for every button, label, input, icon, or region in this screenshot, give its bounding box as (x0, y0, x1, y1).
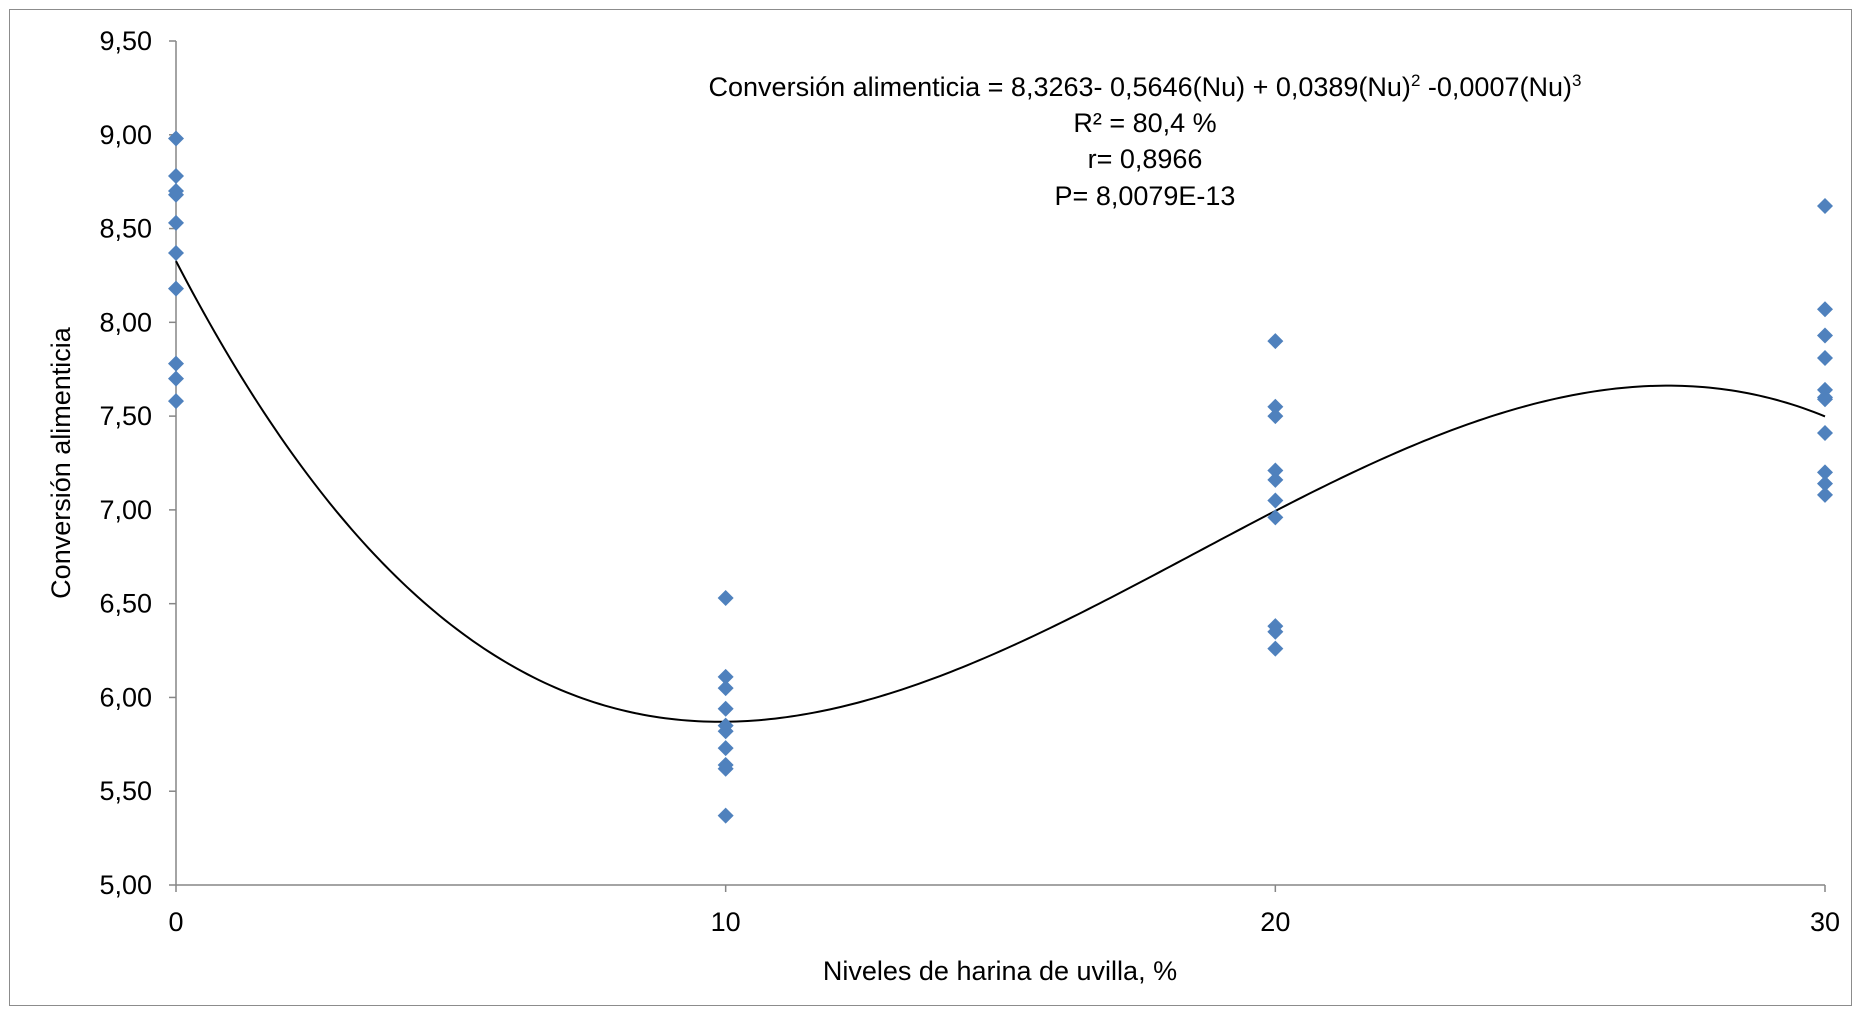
data-point (168, 280, 184, 297)
y-tick-label: 6,50 (99, 589, 152, 619)
data-point (717, 680, 734, 697)
x-axis-ticks: 0 10 20 30 (168, 885, 1840, 937)
data-point (168, 244, 184, 261)
data-point (717, 740, 734, 757)
data-point (717, 807, 734, 824)
y-tick-label: 7,00 (99, 495, 152, 525)
data-point (1267, 471, 1284, 488)
regression-annotation: Conversión alimenticia = 8,3263- 0,5646(… (709, 71, 1582, 211)
data-point (1267, 398, 1284, 415)
equation-label: Conversión alimenticia = 8,3263- 0,5646(… (709, 71, 1582, 102)
polynomial-trendline (175, 260, 1826, 723)
data-point (717, 668, 734, 685)
data-point (1817, 424, 1833, 441)
data-point (1817, 391, 1833, 408)
y-tick-label: 5,50 (99, 776, 152, 806)
data-point (717, 590, 734, 607)
data-point (1267, 408, 1284, 425)
x-tick-label: 10 (711, 907, 741, 937)
data-point (1267, 640, 1284, 657)
y-tick-label: 9,00 (99, 120, 152, 150)
chart-frame (9, 9, 1852, 1006)
r-squared-label: R² = 80,4 % (1073, 108, 1216, 138)
data-point (1267, 509, 1284, 526)
y-tick-label: 8,50 (99, 214, 152, 244)
x-tick-label: 30 (1810, 907, 1840, 937)
data-point (1817, 301, 1833, 318)
data-point (1267, 492, 1284, 509)
data-point (717, 723, 734, 740)
x-tick-label: 20 (1260, 907, 1290, 937)
data-point (1267, 462, 1284, 479)
data-point (1267, 623, 1284, 640)
r-label: r= 0,8966 (1088, 144, 1203, 174)
data-point (168, 355, 184, 372)
y-tick-label: 5,00 (99, 870, 152, 900)
data-point (168, 130, 184, 147)
data-point (1817, 486, 1833, 503)
data-point (1817, 464, 1833, 481)
data-point (1817, 327, 1833, 344)
data-point (1267, 333, 1284, 350)
data-point (168, 186, 184, 203)
p-value-label: P= 8,0079E-13 (1055, 181, 1236, 211)
data-points (168, 130, 1833, 824)
data-point (168, 168, 184, 185)
data-point (1817, 349, 1833, 366)
y-tick-label: 6,00 (99, 682, 152, 712)
y-axis-ticks: 5,00 5,50 6,00 6,50 7,00 7,50 8,00 8,50 9,00 9,50 (99, 26, 176, 900)
data-point (1817, 198, 1833, 215)
y-tick-label: 7,50 (99, 401, 152, 431)
data-point (168, 370, 184, 387)
data-point (717, 700, 734, 717)
x-tick-label: 0 (168, 907, 183, 937)
y-tick-label: 9,50 (99, 26, 152, 56)
data-point (1817, 475, 1833, 492)
data-point (168, 393, 184, 410)
data-point (168, 214, 184, 231)
x-axis-title: Niveles de harina de uvilla, % (823, 956, 1177, 986)
data-point (717, 760, 734, 777)
axes: 5,00 5,50 6,00 6,50 7,00 7,50 8,00 8,50 9,00 9,50… (99, 26, 1840, 937)
y-tick-label: 8,00 (99, 307, 152, 337)
y-axis-title: Conversión alimenticia (46, 326, 76, 599)
